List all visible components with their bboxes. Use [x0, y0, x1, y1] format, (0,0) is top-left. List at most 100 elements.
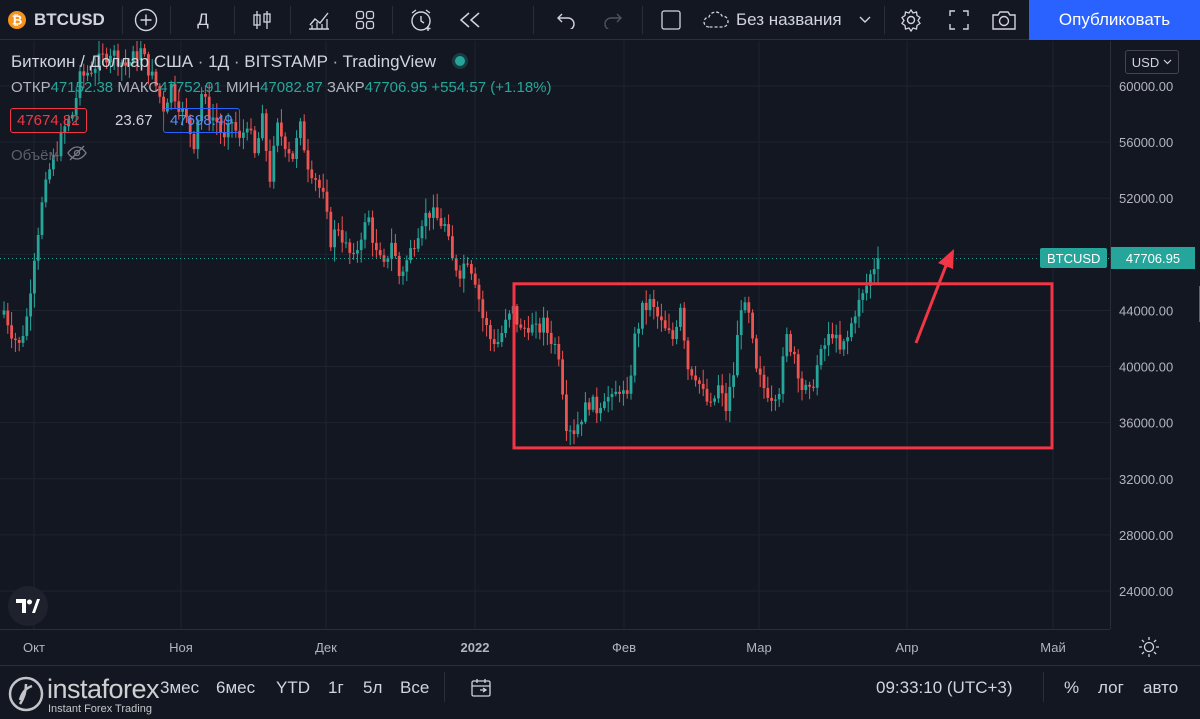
range-ytd-button[interactable]: YTD	[276, 678, 310, 697]
bitcoin-icon: ₿	[8, 0, 26, 39]
log-toggle[interactable]: лог	[1098, 678, 1124, 697]
candle-body	[375, 242, 378, 251]
range-rectangle-drawing[interactable]	[512, 282, 1054, 450]
candle-body	[401, 271, 405, 277]
undo-icon[interactable]	[553, 0, 579, 39]
gear-icon[interactable]	[898, 0, 924, 39]
price-scale[interactable]: 60000.0056000.0052000.0048000.0044000.00…	[1111, 41, 1200, 629]
candle-body	[135, 51, 139, 61]
layout-name[interactable]: Без названия	[736, 9, 842, 29]
cloud-icon[interactable]	[702, 0, 730, 39]
currency-select[interactable]: USD	[1125, 50, 1179, 74]
market-open-icon	[454, 56, 465, 66]
camera-icon[interactable]	[990, 0, 1018, 39]
candle-body	[808, 384, 811, 387]
candle-body	[219, 121, 222, 134]
candle-body	[876, 258, 880, 270]
tradingview-logo-icon[interactable]	[8, 586, 48, 626]
candle-body	[120, 62, 124, 67]
range-3m-button[interactable]: 3мес	[160, 678, 200, 697]
candle-body	[796, 354, 800, 379]
candle-body	[443, 224, 447, 226]
candle-body	[55, 155, 59, 157]
open-label: ОТКР	[11, 79, 51, 96]
candle-body	[325, 191, 329, 212]
bid-price-box[interactable]: 47674.82	[10, 108, 87, 133]
redo-icon[interactable]	[600, 0, 626, 39]
close-label: ЗАКР	[326, 79, 365, 96]
range-all-button[interactable]: Все	[400, 678, 430, 697]
candles-icon[interactable]	[248, 0, 276, 39]
percent-toggle[interactable]: %	[1064, 678, 1080, 697]
candle-body	[10, 325, 13, 339]
divider	[444, 672, 445, 702]
auto-toggle[interactable]: авто	[1143, 678, 1179, 697]
layout-square-icon[interactable]	[658, 0, 684, 39]
replay-icon[interactable]	[456, 0, 484, 39]
candle-body	[576, 424, 580, 435]
svg-text:₿: ₿	[12, 12, 23, 27]
time-tick-label: Май	[1040, 640, 1065, 655]
chevron-down-icon[interactable]	[858, 0, 872, 39]
candle-body	[340, 230, 344, 243]
candle-body	[838, 334, 842, 350]
candle-body	[648, 299, 652, 311]
divider	[290, 6, 291, 34]
candle-body	[230, 122, 234, 124]
divider	[642, 6, 643, 34]
candle-body	[732, 375, 735, 387]
candle-body	[610, 394, 614, 398]
alert-clock-icon[interactable]	[406, 0, 436, 39]
candle-body	[432, 207, 435, 218]
time-tick-label: Окт	[23, 640, 45, 655]
interval-button[interactable]: Д	[197, 9, 209, 29]
candle-body	[462, 263, 466, 279]
candle-body	[378, 250, 382, 256]
range-5y-button[interactable]: 5л	[363, 678, 383, 697]
candle-body	[310, 169, 314, 179]
candlestick-chart[interactable]	[0, 35, 1110, 629]
range-6m-button[interactable]: 6мес	[216, 678, 256, 697]
price-axis[interactable]: USD 60000.0056000.0052000.0048000.004400…	[1110, 41, 1200, 629]
price-tick-label: 24000.00	[1119, 584, 1173, 599]
candle-body	[409, 248, 412, 261]
chart-pane[interactable]: Биткоин / Доллар США · 1Д · BITSTAMP · T…	[0, 35, 1110, 629]
indicators-icon[interactable]	[304, 0, 334, 39]
time-scale[interactable]: Окт Ноя Дек 2022 Фев Мар Апр Май	[0, 630, 1110, 666]
candle-body	[435, 207, 439, 219]
candle-body	[280, 122, 283, 137]
candle-body	[249, 128, 253, 131]
candle-body	[329, 211, 333, 248]
candle-body	[211, 117, 215, 121]
clock-timezone[interactable]: 09:33:10 (UTC+3)	[876, 678, 1013, 697]
sun-settings-icon[interactable]	[1138, 636, 1160, 663]
price-tick-label: 60000.00	[1119, 79, 1173, 94]
candle-body	[86, 72, 89, 76]
candle-body	[553, 343, 557, 345]
candle-body	[36, 235, 40, 261]
candle-body	[314, 178, 317, 180]
date-range-icon[interactable]	[470, 665, 492, 711]
candle-body	[591, 396, 595, 410]
trend-arrow-line[interactable]	[914, 262, 949, 344]
high-value: 47752.91	[159, 79, 222, 96]
candle-body	[295, 138, 298, 159]
candle-body	[177, 101, 181, 112]
fullscreen-icon[interactable]	[946, 0, 972, 39]
add-symbol-icon[interactable]	[132, 0, 160, 39]
ask-price-box[interactable]: 47698.49	[163, 108, 240, 133]
layout-grid-icon[interactable]	[351, 0, 379, 39]
eye-hidden-icon[interactable]	[67, 145, 87, 165]
candle-body	[789, 334, 792, 352]
candle-body	[584, 402, 587, 422]
candle-body	[861, 293, 865, 300]
candle-body	[74, 97, 78, 115]
time-axis[interactable]: Окт Ноя Дек 2022 Фев Мар Апр Май	[0, 629, 1110, 665]
range-1y-button[interactable]: 1г	[328, 678, 344, 697]
candle-body	[394, 242, 397, 256]
symbol-search-button[interactable]: BTCUSD	[34, 9, 105, 29]
candle-body	[188, 117, 192, 134]
candle-body	[291, 153, 295, 159]
publish-button[interactable]: Опубликовать	[1029, 0, 1200, 40]
candle-body	[6, 310, 10, 326]
